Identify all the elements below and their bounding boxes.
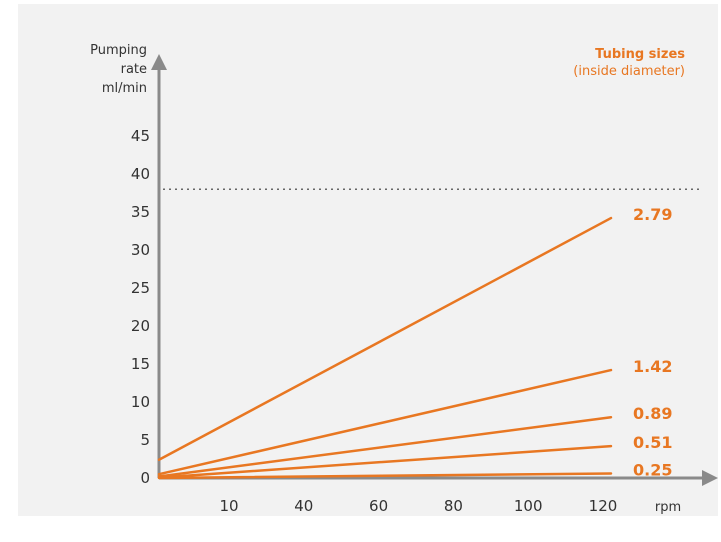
y-tick-label: 10 (131, 393, 150, 411)
series-line-0-51 (157, 444, 613, 479)
y-axis-label: Pumping (90, 43, 147, 58)
legend-subtitle: (inside diameter) (573, 64, 685, 79)
y-tick-label: 0 (140, 469, 150, 487)
x-tick-label: 10 (219, 497, 238, 515)
x-axis-label: rpm (655, 500, 681, 515)
y-tick-label: 40 (131, 165, 150, 183)
series-line-1-42 (157, 368, 613, 476)
y-tick-label: 25 (131, 279, 150, 297)
x-tick-label: 100 (514, 497, 543, 515)
y-tick-label: 5 (140, 431, 150, 449)
y-tick-label: 35 (131, 203, 150, 221)
x-tick-label: 60 (369, 497, 388, 515)
series-label: 0.51 (633, 433, 672, 452)
series-label: 0.89 (633, 404, 672, 423)
series-label: 2.79 (633, 205, 672, 224)
pumping-rate-chart: Pumping rate ml/min 0 5 10 15 20 25 30 35 40 45 10 40 6… (90, 43, 718, 515)
y-tick-label: 20 (131, 317, 150, 335)
series-line-2-79 (157, 216, 613, 462)
y-axis-label: ml/min (102, 81, 147, 96)
x-axis-arrow (702, 470, 718, 486)
series-line-0-25 (157, 472, 613, 480)
series-line-0-89 (157, 415, 613, 478)
x-tick-label: 120 (589, 497, 618, 515)
legend-title: Tubing sizes (595, 47, 685, 62)
x-tick-label: 80 (444, 497, 463, 515)
x-tick-label: 40 (294, 497, 313, 515)
y-axis-arrow (151, 54, 167, 70)
y-tick-label: 30 (131, 241, 150, 259)
y-tick-label: 45 (131, 127, 150, 145)
y-axis-label: rate (121, 62, 147, 77)
series-label: 0.25 (633, 460, 672, 479)
chart-panel: Pumping rate ml/min 0 5 10 15 20 25 30 35 40 45 10 40 6… (18, 4, 718, 516)
series-label: 1.42 (633, 357, 672, 376)
y-tick-label: 15 (131, 355, 150, 373)
